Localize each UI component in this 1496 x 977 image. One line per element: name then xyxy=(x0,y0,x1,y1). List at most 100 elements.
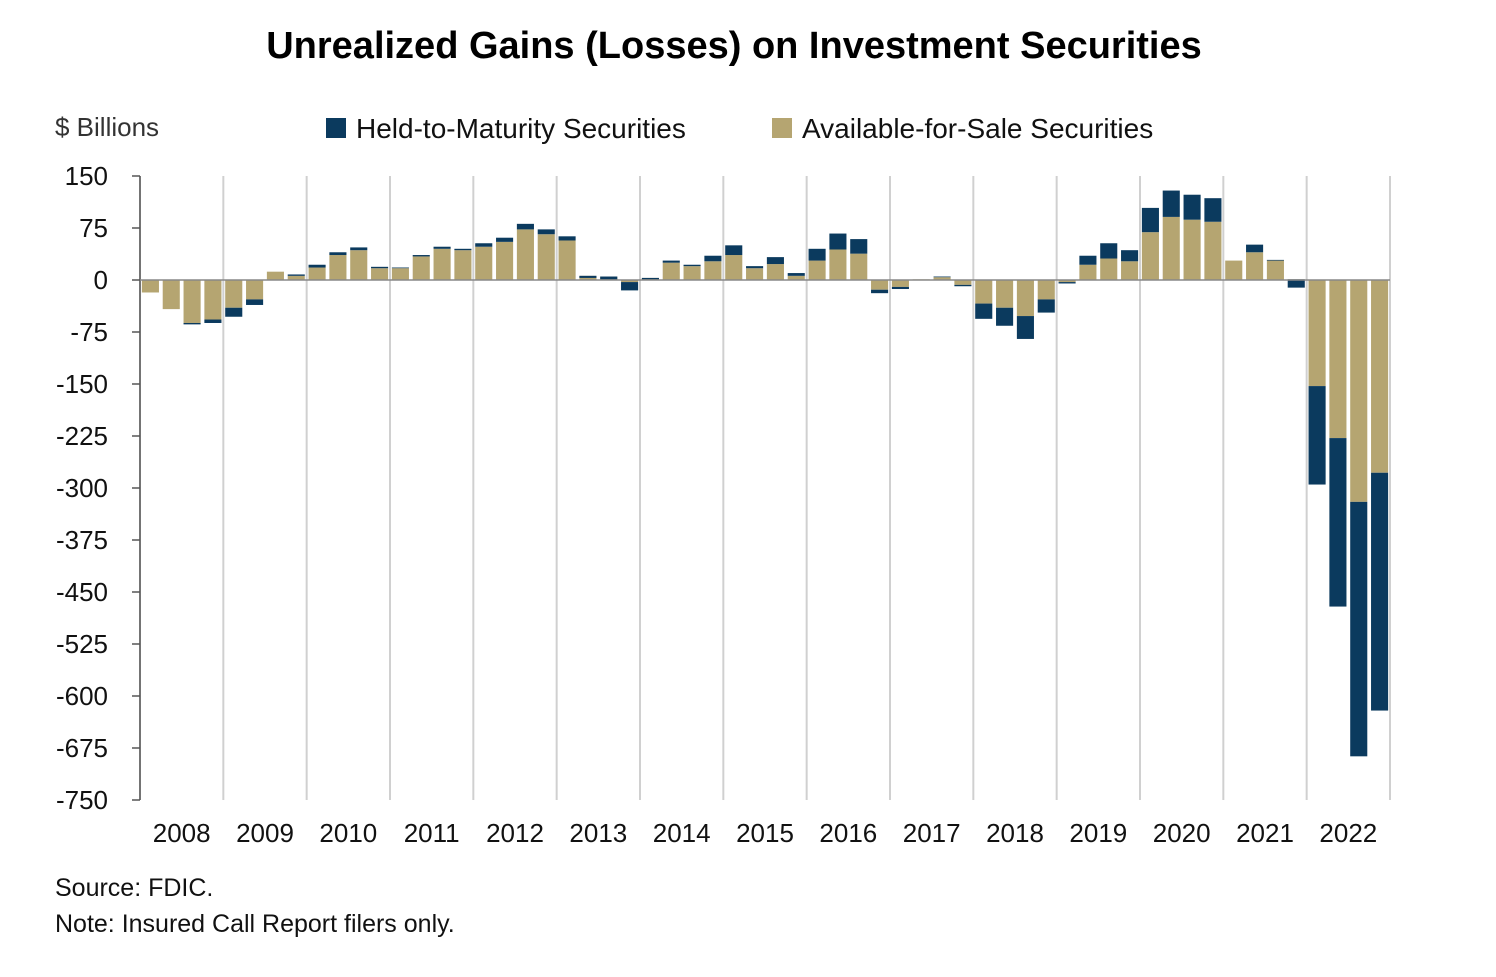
y-tick-label: -375 xyxy=(56,525,108,555)
bar-htm xyxy=(1287,279,1305,288)
bar-afs xyxy=(183,280,201,323)
bar-afs xyxy=(475,246,493,280)
bar-htm xyxy=(558,236,576,241)
y-tick-label: -750 xyxy=(56,785,108,815)
bar-htm xyxy=(787,273,805,276)
bar-afs xyxy=(871,280,889,290)
bar-htm xyxy=(891,286,909,290)
y-tick-label: -150 xyxy=(56,369,108,399)
bar-afs xyxy=(1058,280,1076,283)
bar-afs xyxy=(1204,221,1222,280)
bar-htm xyxy=(308,264,326,268)
y-axis-label: $ Billions xyxy=(55,112,159,142)
bar-afs xyxy=(1350,280,1368,502)
bar-afs xyxy=(162,280,180,310)
bar-afs xyxy=(412,256,430,280)
y-tick-label: -450 xyxy=(56,577,108,607)
bar-htm xyxy=(1121,250,1139,262)
bar-afs xyxy=(1016,280,1034,317)
bar-htm xyxy=(183,322,201,325)
bar-htm xyxy=(329,252,347,256)
bar-htm xyxy=(725,245,743,256)
bar-afs xyxy=(808,260,826,280)
bar-afs xyxy=(454,250,472,280)
bar-afs xyxy=(683,266,701,280)
legend-label-afs: Available-for-Sale Securities xyxy=(802,113,1153,144)
bar-afs xyxy=(246,280,264,300)
x-tick-labels: 2008 2009 2010 2011 2012 2013 2014 2015 2016 2017… xyxy=(153,818,1378,848)
bar-htm xyxy=(1246,244,1264,253)
bar-htm xyxy=(621,282,639,291)
bar-htm xyxy=(871,289,889,294)
x-tick-label: 2017 xyxy=(903,818,961,848)
x-tick-label: 2016 xyxy=(819,818,877,848)
bar-afs xyxy=(1141,232,1159,280)
bar-htm xyxy=(287,274,305,276)
bar-afs xyxy=(725,255,743,280)
bar-afs xyxy=(954,280,972,285)
bar-htm xyxy=(391,267,409,269)
bar-htm xyxy=(371,266,389,269)
x-tick-label: 2010 xyxy=(319,818,377,848)
bar-htm xyxy=(1100,243,1118,259)
y-tick-label: -225 xyxy=(56,421,108,451)
bar-htm xyxy=(475,243,493,247)
bar-htm xyxy=(766,257,784,265)
bar-afs xyxy=(308,267,326,280)
bar-afs xyxy=(371,268,389,280)
bar-afs xyxy=(746,268,764,280)
bar-htm xyxy=(954,284,972,287)
bar-htm xyxy=(1204,198,1222,222)
bar-htm xyxy=(1016,316,1034,339)
x-tick-label: 2014 xyxy=(653,818,711,848)
chart-title: Unrealized Gains (Losses) on Investment … xyxy=(266,25,1202,67)
x-tick-label: 2008 xyxy=(153,818,211,848)
y-tick-label: -75 xyxy=(70,317,108,347)
axes xyxy=(139,176,1390,800)
bar-afs xyxy=(787,275,805,280)
bar-afs xyxy=(1246,252,1264,280)
bar-htm xyxy=(1350,501,1368,757)
bar-afs xyxy=(850,253,868,280)
bar-htm xyxy=(1371,472,1389,711)
bar-afs xyxy=(1266,260,1284,280)
bar-afs xyxy=(1162,216,1180,280)
y-tick-label: -675 xyxy=(56,733,108,763)
bar-afs xyxy=(662,262,680,280)
y-tick-label: 150 xyxy=(65,161,108,191)
bar-htm xyxy=(433,246,451,249)
bar-htm xyxy=(662,260,680,263)
bar-htm xyxy=(850,239,868,254)
bar-afs xyxy=(1079,264,1097,280)
bar-afs xyxy=(516,229,534,280)
bar-afs xyxy=(1308,280,1326,387)
bar-afs xyxy=(204,280,222,320)
bar-afs xyxy=(225,280,243,308)
x-tick-label: 2011 xyxy=(404,818,460,848)
bar-afs xyxy=(496,241,514,280)
legend-swatch-htm xyxy=(326,118,346,138)
y-tick-label: -600 xyxy=(56,681,108,711)
bar-htm xyxy=(204,319,222,323)
grid-lines xyxy=(139,176,1391,800)
bar-htm xyxy=(579,275,597,278)
legend-label-htm: Held-to-Maturity Securities xyxy=(356,113,686,144)
bar-afs xyxy=(996,280,1014,308)
bar-htm xyxy=(412,255,430,257)
bar-afs xyxy=(537,234,555,280)
bar-htm xyxy=(975,303,993,319)
bar-htm xyxy=(746,266,764,269)
bar-afs xyxy=(1037,280,1055,300)
bar-afs xyxy=(433,248,451,280)
bar-afs xyxy=(1371,280,1389,473)
y-tick-label: 0 xyxy=(94,265,108,295)
bar-afs xyxy=(1100,258,1118,280)
bar-afs xyxy=(1183,219,1201,280)
bar-afs xyxy=(1121,261,1139,280)
bar-htm xyxy=(641,277,659,280)
bar-afs xyxy=(558,240,576,280)
bar-htm xyxy=(1141,207,1159,233)
bars xyxy=(141,190,1389,757)
